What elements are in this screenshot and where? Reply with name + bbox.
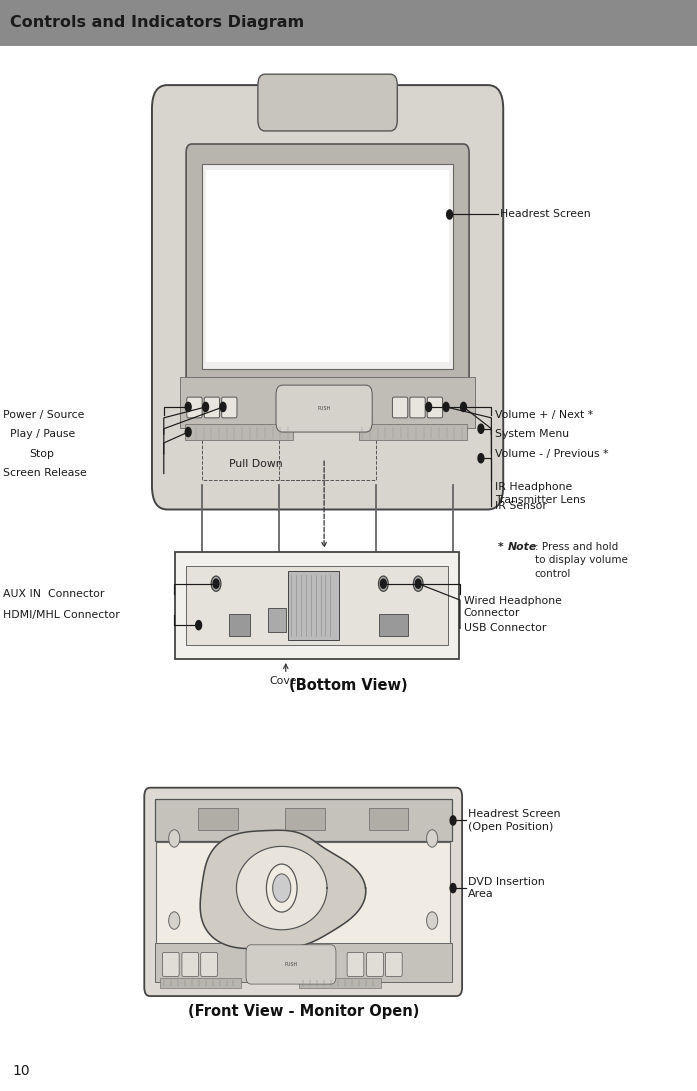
Circle shape	[169, 912, 180, 930]
Text: Headrest Screen: Headrest Screen	[500, 209, 591, 219]
Circle shape	[478, 424, 484, 433]
Text: IR Sensor: IR Sensor	[495, 501, 546, 512]
Text: Note: Note	[507, 542, 537, 552]
Circle shape	[185, 403, 191, 411]
Circle shape	[213, 579, 219, 588]
FancyBboxPatch shape	[185, 424, 293, 440]
Circle shape	[266, 864, 297, 912]
Text: (Bottom View): (Bottom View)	[289, 678, 408, 693]
Text: IR Headphone
Transmitter Lens: IR Headphone Transmitter Lens	[495, 482, 585, 505]
FancyBboxPatch shape	[258, 74, 397, 131]
Text: PUSH: PUSH	[284, 962, 298, 967]
Circle shape	[426, 403, 431, 411]
Text: HDMI/MHL Connector: HDMI/MHL Connector	[3, 610, 121, 621]
Text: PUSH: PUSH	[317, 406, 331, 410]
Circle shape	[203, 403, 208, 411]
Text: *: *	[498, 542, 507, 552]
Circle shape	[427, 912, 438, 930]
FancyBboxPatch shape	[202, 164, 453, 369]
Circle shape	[378, 576, 388, 591]
FancyBboxPatch shape	[347, 952, 364, 976]
FancyBboxPatch shape	[392, 397, 408, 418]
FancyBboxPatch shape	[288, 571, 339, 640]
Text: Cover: Cover	[270, 676, 302, 686]
Circle shape	[461, 403, 466, 411]
Text: Stop: Stop	[29, 448, 54, 459]
Text: Volume - / Previous *: Volume - / Previous *	[495, 448, 608, 459]
Text: Screen Release: Screen Release	[3, 468, 87, 479]
Text: Play / Pause: Play / Pause	[10, 429, 76, 440]
Circle shape	[381, 579, 386, 588]
FancyBboxPatch shape	[369, 808, 408, 830]
FancyBboxPatch shape	[155, 799, 452, 841]
Text: Controls and Indicators Diagram: Controls and Indicators Diagram	[10, 15, 305, 31]
FancyBboxPatch shape	[201, 952, 217, 976]
Circle shape	[478, 454, 484, 463]
Circle shape	[415, 579, 421, 588]
Text: AUX IN  Connector: AUX IN Connector	[3, 588, 105, 599]
FancyBboxPatch shape	[299, 978, 381, 988]
FancyBboxPatch shape	[246, 945, 336, 984]
Circle shape	[447, 209, 452, 219]
Text: System Menu: System Menu	[495, 429, 569, 440]
FancyBboxPatch shape	[385, 952, 402, 976]
Text: Wired Headphone
Connector: Wired Headphone Connector	[464, 596, 561, 619]
Text: Pull Down: Pull Down	[229, 458, 282, 469]
FancyBboxPatch shape	[285, 808, 325, 830]
Polygon shape	[200, 830, 366, 949]
Circle shape	[443, 403, 449, 411]
Circle shape	[211, 576, 221, 591]
Text: Power / Source: Power / Source	[3, 409, 85, 420]
Circle shape	[220, 403, 226, 411]
FancyBboxPatch shape	[268, 608, 286, 632]
Circle shape	[169, 829, 180, 847]
FancyBboxPatch shape	[198, 808, 238, 830]
FancyBboxPatch shape	[206, 170, 449, 362]
FancyBboxPatch shape	[0, 0, 697, 46]
FancyBboxPatch shape	[186, 144, 469, 391]
FancyBboxPatch shape	[367, 952, 383, 976]
FancyBboxPatch shape	[155, 943, 452, 982]
Text: Headrest Screen
(Open Position): Headrest Screen (Open Position)	[468, 810, 561, 831]
Text: DVD Insertion
Area: DVD Insertion Area	[468, 877, 545, 899]
FancyBboxPatch shape	[144, 788, 462, 996]
FancyBboxPatch shape	[276, 385, 372, 432]
Circle shape	[413, 576, 423, 591]
FancyBboxPatch shape	[410, 397, 425, 418]
FancyBboxPatch shape	[186, 566, 448, 645]
FancyBboxPatch shape	[204, 397, 220, 418]
Circle shape	[427, 829, 438, 847]
FancyBboxPatch shape	[156, 842, 450, 947]
Polygon shape	[236, 847, 327, 930]
FancyBboxPatch shape	[222, 397, 237, 418]
FancyBboxPatch shape	[160, 978, 241, 988]
FancyBboxPatch shape	[152, 85, 503, 509]
Circle shape	[185, 428, 191, 436]
FancyBboxPatch shape	[359, 424, 467, 440]
Circle shape	[273, 874, 291, 902]
FancyBboxPatch shape	[187, 397, 202, 418]
FancyBboxPatch shape	[175, 552, 459, 659]
Text: Volume + / Next *: Volume + / Next *	[495, 409, 593, 420]
FancyBboxPatch shape	[180, 377, 475, 428]
FancyBboxPatch shape	[162, 952, 179, 976]
Text: 10: 10	[13, 1064, 30, 1078]
Circle shape	[450, 884, 456, 892]
Text: (Front View - Monitor Open): (Front View - Monitor Open)	[187, 1004, 419, 1019]
Text: USB Connector: USB Connector	[464, 623, 546, 634]
FancyBboxPatch shape	[229, 614, 250, 636]
FancyBboxPatch shape	[427, 397, 443, 418]
Circle shape	[196, 621, 201, 630]
FancyBboxPatch shape	[379, 614, 408, 636]
Circle shape	[450, 816, 456, 825]
FancyBboxPatch shape	[182, 952, 199, 976]
Text: : Press and hold
to display volume
control: : Press and hold to display volume contr…	[535, 542, 627, 578]
